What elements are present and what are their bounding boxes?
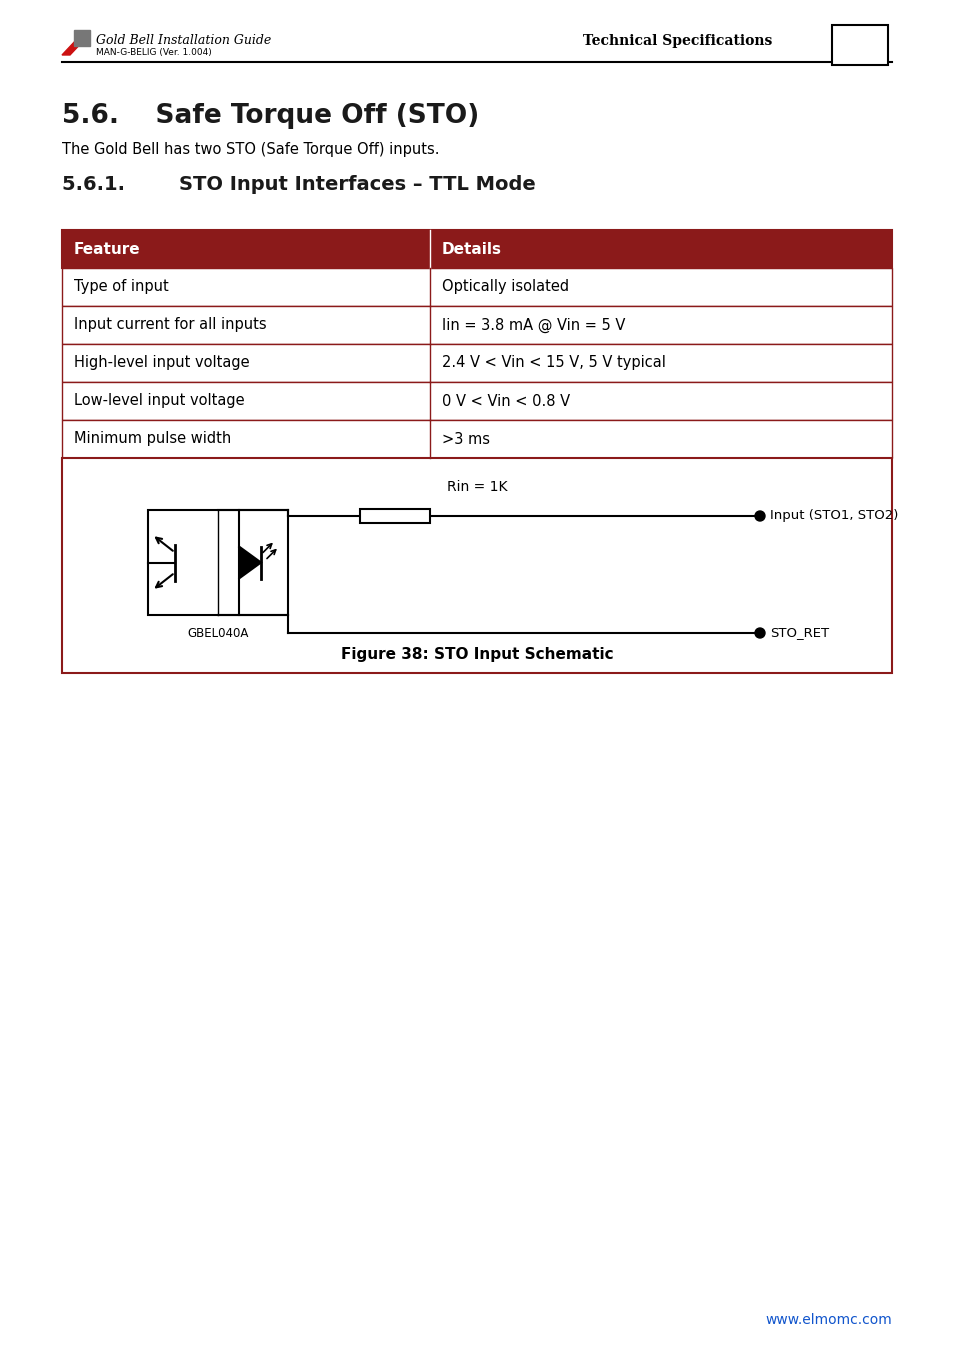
Bar <box>831 26 887 65</box>
Text: High-level input voltage: High-level input voltage <box>74 355 250 370</box>
Text: 0 V < Vin < 0.8 V: 0 V < Vin < 0.8 V <box>441 393 570 409</box>
Text: Input current for all inputs: Input current for all inputs <box>74 317 266 332</box>
Polygon shape <box>74 30 90 46</box>
Bar <box>62 306 891 344</box>
Circle shape <box>754 628 764 639</box>
Text: Minimum pulse width: Minimum pulse width <box>74 432 231 447</box>
Bar <box>359 509 430 522</box>
Text: www.elmomc.com: www.elmomc.com <box>764 1314 891 1327</box>
Text: Optically isolated: Optically isolated <box>441 279 569 294</box>
Text: STO_RET: STO_RET <box>769 626 828 640</box>
Text: Feature: Feature <box>74 242 140 256</box>
Circle shape <box>754 512 764 521</box>
Text: Input (STO1, STO2): Input (STO1, STO2) <box>769 509 898 522</box>
Text: Iin = 3.8 mA @ Vin = 5 V: Iin = 3.8 mA @ Vin = 5 V <box>441 317 625 332</box>
Text: 2.4 V < Vin < 15 V, 5 V typical: 2.4 V < Vin < 15 V, 5 V typical <box>441 355 665 370</box>
Bar <box>62 230 891 269</box>
Polygon shape <box>239 547 261 579</box>
Text: Type of input: Type of input <box>74 279 169 294</box>
Bar <box>62 382 891 420</box>
Bar <box>62 269 891 306</box>
Text: The Gold Bell has two STO (Safe Torque Off) inputs.: The Gold Bell has two STO (Safe Torque O… <box>62 142 439 157</box>
Bar <box>62 420 891 458</box>
Bar <box>62 344 891 382</box>
Text: 5.6.    Safe Torque Off (STO): 5.6. Safe Torque Off (STO) <box>62 103 478 130</box>
Bar <box>62 458 891 674</box>
Text: GBEL040A: GBEL040A <box>187 626 249 640</box>
Text: Rin = 1K: Rin = 1K <box>446 481 507 494</box>
Text: 81: 81 <box>845 35 873 54</box>
Text: Details: Details <box>441 242 501 256</box>
Bar <box>148 510 288 616</box>
Text: Figure 38: STO Input Schematic: Figure 38: STO Input Schematic <box>340 648 613 663</box>
Text: Low-level input voltage: Low-level input voltage <box>74 393 244 409</box>
Text: Technical Specifications: Technical Specifications <box>582 34 771 49</box>
Text: Gold Bell Installation Guide: Gold Bell Installation Guide <box>96 35 271 47</box>
Text: MAN-G-BELIG (Ver. 1.004): MAN-G-BELIG (Ver. 1.004) <box>96 49 212 58</box>
Polygon shape <box>62 38 86 55</box>
Text: >3 ms: >3 ms <box>441 432 490 447</box>
Text: 5.6.1.        STO Input Interfaces – TTL Mode: 5.6.1. STO Input Interfaces – TTL Mode <box>62 176 536 194</box>
